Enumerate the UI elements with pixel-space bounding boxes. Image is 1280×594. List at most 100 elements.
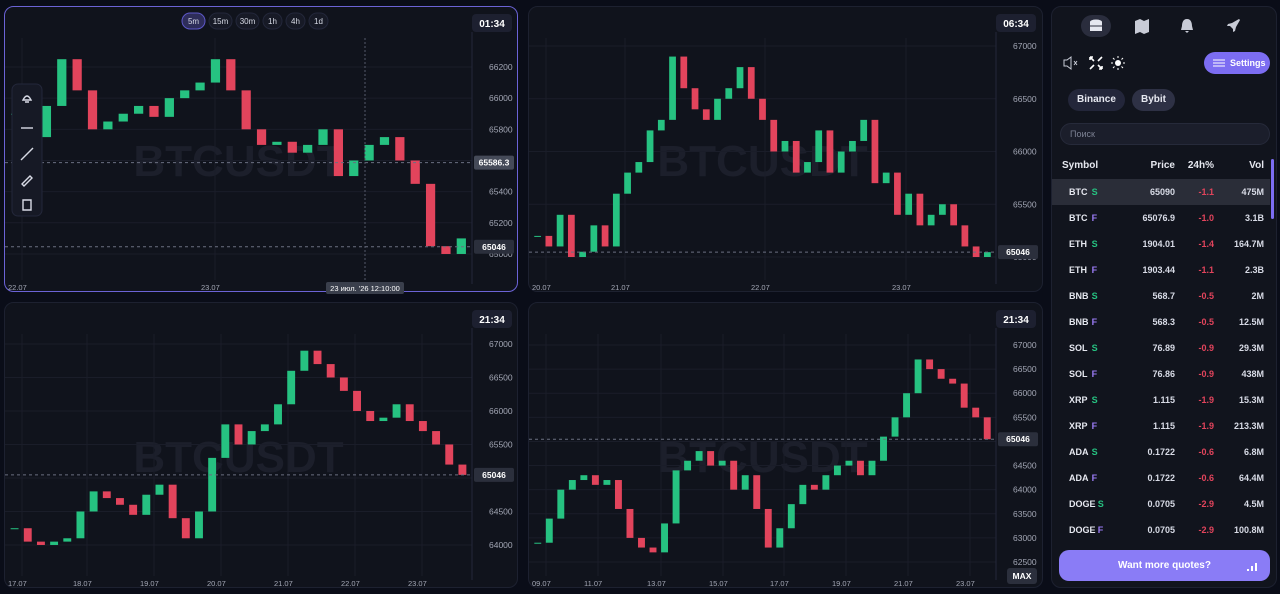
quote-row[interactable]: DOGE F 0.0705 -2.9 100.8M — [1052, 517, 1270, 543]
quote-row[interactable]: BTC S 65090 -1.1 475M — [1052, 179, 1270, 205]
volume: 100.8M — [1233, 525, 1264, 535]
tool-icon[interactable] — [21, 95, 33, 103]
price-label-box — [474, 467, 514, 482]
y-tick-label: 62500 — [1013, 557, 1037, 567]
tab-map[interactable] — [1132, 17, 1152, 35]
exchange-button[interactable]: Bybit — [1132, 89, 1175, 111]
quote-row[interactable]: SOL S 76.89 -0.9 29.3M — [1052, 335, 1270, 361]
timeframe-button[interactable] — [285, 12, 306, 30]
candle — [815, 130, 823, 163]
quote-row[interactable]: ADA F 0.1722 -0.6 64.4M — [1052, 465, 1270, 491]
quote-row[interactable]: SOL F 76.86 -0.9 438M — [1052, 361, 1270, 387]
candle — [916, 193, 924, 226]
candle — [210, 59, 221, 83]
timeframe-button[interactable] — [235, 12, 260, 30]
settings-button[interactable]: Settings — [1204, 52, 1270, 74]
tool-icon[interactable] — [22, 199, 32, 211]
range-button[interactable] — [1007, 568, 1037, 584]
change: -0.6 — [1198, 473, 1214, 483]
candle — [937, 369, 945, 379]
exchange-button[interactable]: Binance — [1068, 89, 1125, 111]
controls[interactable] — [1062, 55, 1142, 71]
candle — [684, 460, 692, 471]
price-label-box — [474, 155, 514, 170]
tool-icon[interactable] — [20, 147, 34, 161]
candle — [741, 475, 749, 490]
panel-background — [4, 6, 518, 292]
x-tick-label: 22.07 — [8, 283, 27, 292]
candle — [880, 436, 887, 461]
y-tick-label: 64500 — [489, 506, 513, 516]
clock: 06:34 — [1003, 19, 1029, 30]
quote-row[interactable]: DOGE S 0.0705 -2.9 4.5M — [1052, 491, 1270, 517]
watermark: BTCUSDT — [133, 137, 343, 186]
timeframe-button[interactable] — [208, 12, 233, 30]
candle — [287, 141, 297, 153]
quote-row[interactable]: XRP F 1.115 -1.9 213.3M — [1052, 413, 1270, 439]
candle — [792, 140, 800, 173]
cta-button[interactable]: Want more quotes? — [1059, 550, 1270, 581]
quote-row[interactable]: ETH F 1903.44 -1.1 2.3B — [1052, 257, 1270, 283]
candle — [635, 162, 643, 173]
symbol: ADA — [1069, 473, 1089, 483]
price: 1903.44 — [1142, 265, 1175, 275]
volume: 64.4M — [1238, 473, 1264, 483]
cta-label: Want more quotes? — [1118, 560, 1211, 571]
quote-row[interactable]: BNB F 568.3 -0.5 12.5M — [1052, 309, 1270, 335]
y-tick-label: 65800 — [489, 124, 513, 134]
candle — [680, 56, 688, 89]
price-label: 65586.3 — [479, 158, 510, 168]
candle — [392, 404, 401, 418]
x-tick-label: 15.07 — [709, 579, 728, 588]
candle — [534, 235, 541, 237]
change: -1.1 — [1198, 265, 1214, 275]
price: 0.1722 — [1147, 447, 1175, 457]
sidebar: Settings Binance Bybit Поиск Symbol Pric… — [1051, 6, 1277, 588]
candle — [63, 538, 72, 542]
volume: 15.3M — [1238, 395, 1264, 405]
quote-row[interactable]: ADA S 0.1722 -0.6 6.8M — [1052, 439, 1270, 465]
candle — [857, 460, 864, 476]
tab-alerts[interactable] — [1178, 17, 1196, 35]
candle — [972, 407, 980, 418]
candle — [456, 238, 466, 254]
candle — [23, 528, 32, 542]
timeframe-button[interactable] — [262, 12, 283, 30]
candle — [714, 98, 721, 120]
candle — [718, 460, 726, 466]
candle — [195, 82, 205, 91]
quote-row[interactable]: ETH S 1904.01 -1.4 164.7M — [1052, 231, 1270, 257]
candle — [303, 144, 313, 153]
x-tick-label: 20.07 — [532, 283, 551, 292]
candle — [339, 377, 348, 391]
quote-row[interactable]: XRP S 1.115 -1.9 15.3M — [1052, 387, 1270, 413]
candle — [759, 98, 766, 120]
tab-rocket[interactable] — [1224, 17, 1242, 35]
search-input[interactable]: Поиск — [1060, 123, 1270, 145]
y-tick-label: 67000 — [1013, 340, 1037, 350]
y-tick-label: 65000 — [489, 249, 513, 259]
candle — [764, 508, 772, 548]
candle — [624, 172, 631, 194]
candle — [247, 431, 256, 445]
timeframe-button[interactable] — [308, 12, 329, 30]
candle — [326, 364, 335, 378]
candle — [545, 518, 553, 543]
candle — [134, 105, 144, 114]
clock-box — [472, 310, 512, 328]
y-tick-label: 67000 — [489, 339, 513, 349]
price: 568.3 — [1152, 317, 1175, 327]
quote-row[interactable]: BTC F 65076.9 -1.0 3.1B — [1052, 205, 1270, 231]
tool-icon[interactable] — [21, 175, 33, 187]
candle — [905, 193, 913, 215]
tab-coins[interactable] — [1081, 15, 1111, 37]
x-tick-label: 21.07 — [611, 283, 630, 292]
volume: 12.5M — [1238, 317, 1264, 327]
candle — [730, 460, 738, 490]
candle — [984, 252, 991, 258]
timeframe-button[interactable] — [181, 12, 206, 30]
candle — [914, 359, 922, 394]
symbol: ETH — [1069, 239, 1087, 249]
quote-row[interactable]: BNB S 568.7 -0.5 2M — [1052, 283, 1270, 309]
candle — [425, 183, 436, 247]
